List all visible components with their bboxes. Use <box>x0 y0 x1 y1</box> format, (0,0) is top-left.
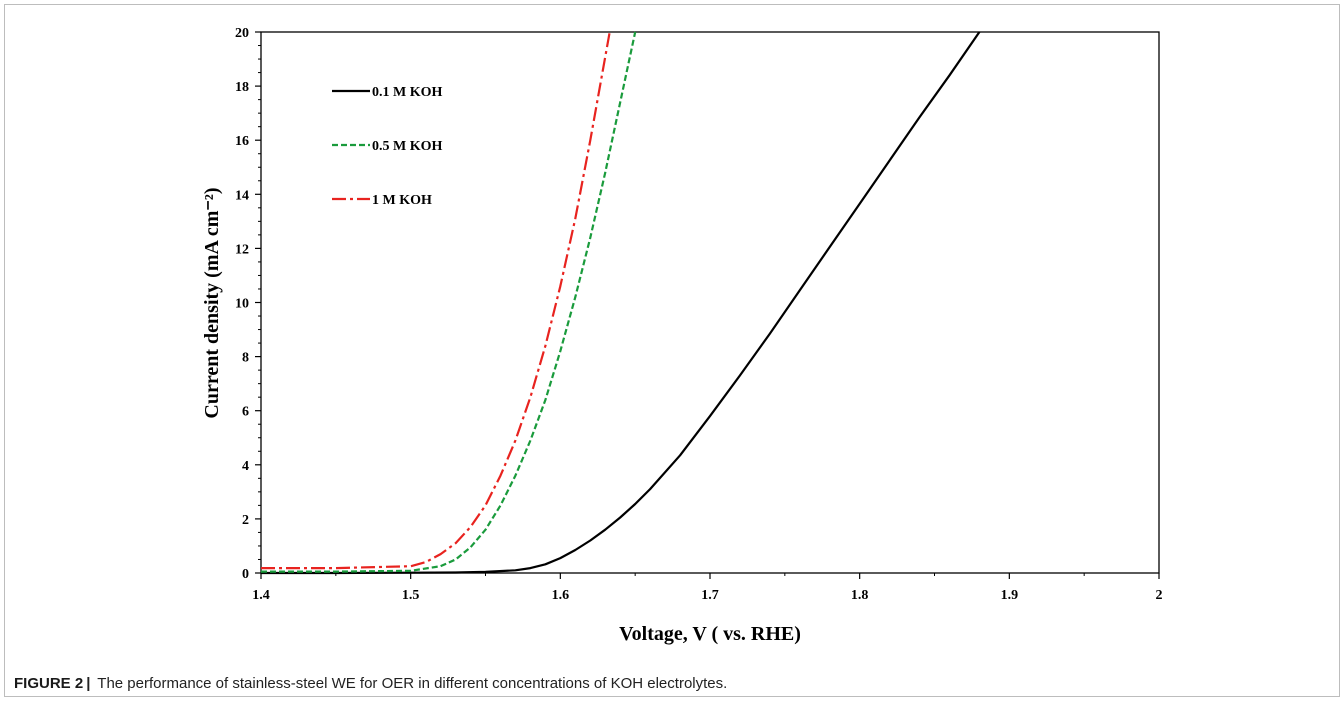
legend-label: 0.1 M KOH <box>372 85 442 100</box>
x-tick-label: 1.8 <box>851 588 869 603</box>
figure-caption-label: FIGURE 2 <box>14 675 84 692</box>
series-line-0 <box>261 31 981 575</box>
legend-label: 0.5 M KOH <box>372 139 442 154</box>
y-tick-label: 8 <box>242 351 249 366</box>
x-axis-title: Voltage, V ( vs. RHE) <box>619 623 801 645</box>
y-tick-label: 16 <box>235 134 249 149</box>
x-tick-label: 1.7 <box>701 588 719 603</box>
y-tick-label: 4 <box>242 459 249 474</box>
legend-label: 1 M KOH <box>372 193 432 208</box>
y-tick-label: 10 <box>235 297 249 312</box>
y-tick-label: 14 <box>235 188 249 203</box>
x-tick-label: 1.9 <box>1001 588 1019 603</box>
x-tick-label: 1.5 <box>402 588 420 603</box>
y-axis-title: Current density (mA cm⁻²) <box>201 187 223 418</box>
figure-frame <box>4 4 1340 697</box>
y-tick-label: 12 <box>235 242 249 257</box>
figure-caption-text: The performance of stainless-steel WE fo… <box>97 675 728 692</box>
x-tick-label: 1.6 <box>552 588 570 603</box>
legend: 0.1 M KOH 0.5 M KOH 1 M KOH <box>332 85 442 208</box>
x-tick-label: 1.4 <box>252 588 270 603</box>
y-tick-label: 6 <box>242 405 249 420</box>
y-tick-label: 18 <box>235 80 249 95</box>
figure-caption: FIGURE 2 | The performance of stainless-s… <box>14 675 727 692</box>
series-line-2 <box>261 31 611 570</box>
series-line-1 <box>261 31 637 573</box>
figure-caption-separator: | <box>86 675 91 692</box>
y-tick-label: 20 <box>235 26 249 41</box>
x-tick-label: 2 <box>1156 588 1163 603</box>
series-layer <box>261 31 981 575</box>
y-tick-label: 0 <box>242 567 249 582</box>
plot-area-border <box>260 31 1160 574</box>
y-tick-label: 2 <box>242 513 249 528</box>
